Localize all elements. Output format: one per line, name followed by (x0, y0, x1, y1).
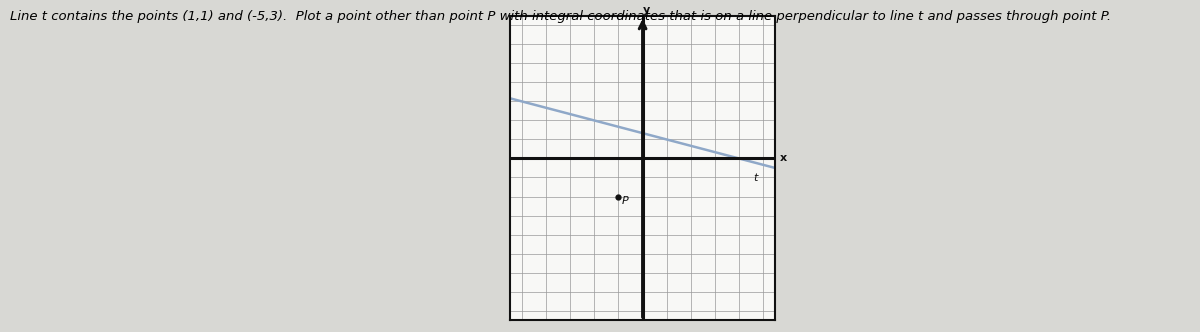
Text: Line t contains the points (1,1) and (-5,3).  Plot a point other than point P wi: Line t contains the points (1,1) and (-5… (10, 10, 1111, 23)
Text: x: x (780, 152, 787, 163)
Text: P: P (622, 196, 629, 206)
Text: t: t (754, 173, 758, 183)
Text: y: y (642, 5, 650, 15)
